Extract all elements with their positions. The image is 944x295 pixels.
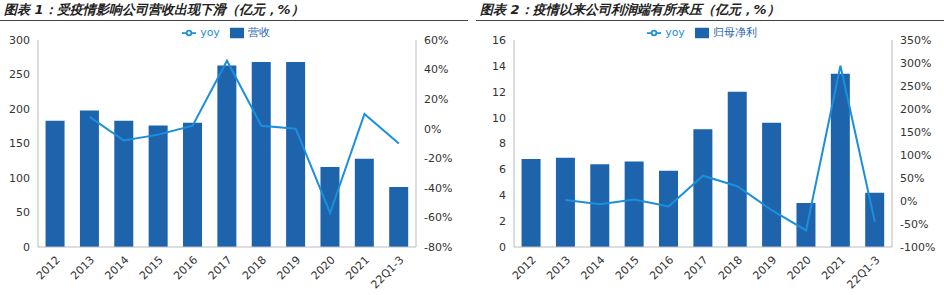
html-text:yoy: yoy	[665, 26, 685, 39]
svg-text:-100%: -100%	[900, 241, 935, 254]
html-text:归母净利: 归母净利	[712, 26, 757, 39]
svg-text:60%: 60%	[424, 34, 448, 47]
svg-text:-60%: -60%	[424, 211, 452, 224]
svg-text:4: 4	[499, 189, 506, 202]
svg-text:2016: 2016	[647, 253, 676, 282]
svg-text:-40%: -40%	[424, 182, 452, 195]
svg-text:2013: 2013	[544, 253, 573, 282]
svg-text:10: 10	[492, 112, 506, 125]
svg-text:2013: 2013	[68, 253, 97, 282]
svg-text:0%: 0%	[424, 123, 441, 136]
svg-text:2021: 2021	[343, 253, 372, 282]
html-text:营收: 营收	[247, 26, 270, 39]
svg-text:2015: 2015	[137, 253, 166, 282]
svg-text:-20%: -20%	[424, 152, 452, 165]
svg-text:8: 8	[499, 137, 506, 150]
svg-text:2021: 2021	[819, 253, 848, 282]
svg-text:150: 150	[9, 137, 30, 150]
svg-text:2014: 2014	[579, 253, 608, 282]
svg-text:6: 6	[499, 163, 506, 176]
svg-text:2: 2	[499, 215, 506, 228]
svg-text:0: 0	[23, 241, 30, 254]
svg-text:350%: 350%	[900, 34, 931, 47]
html-text:图表 2：疫情以来公司利润端有所承压（亿元，%）: 图表 2：疫情以来公司利润端有所承压（亿元，%）	[480, 2, 780, 17]
svg-text:150%: 150%	[900, 126, 931, 139]
svg-text:-50%: -50%	[900, 218, 928, 231]
svg-text:50: 50	[16, 206, 30, 219]
svg-text:250%: 250%	[900, 80, 931, 93]
svg-text:2014: 2014	[103, 253, 132, 282]
svg-text:2020: 2020	[785, 253, 814, 282]
svg-text:14: 14	[492, 60, 506, 73]
svg-text:2016: 2016	[171, 253, 200, 282]
svg-text:200%: 200%	[900, 103, 931, 116]
svg-text:0: 0	[499, 241, 506, 254]
svg-text:100: 100	[9, 172, 30, 185]
svg-text:22Q1-3: 22Q1-3	[845, 253, 883, 291]
svg-text:2017: 2017	[682, 253, 711, 282]
svg-text:300%: 300%	[900, 57, 931, 70]
svg-text:2012: 2012	[34, 253, 63, 282]
svg-text:0%: 0%	[900, 195, 917, 208]
svg-text:2012: 2012	[510, 253, 539, 282]
svg-text:12: 12	[492, 86, 506, 99]
svg-text:-80%: -80%	[424, 241, 452, 254]
svg-text:22Q1-3: 22Q1-3	[369, 253, 407, 291]
svg-text:2018: 2018	[240, 253, 269, 282]
svg-text:20%: 20%	[424, 93, 448, 106]
svg-text:2020: 2020	[309, 253, 338, 282]
svg-text:16: 16	[492, 34, 506, 47]
svg-text:2019: 2019	[750, 253, 779, 282]
svg-text:50%: 50%	[900, 172, 924, 185]
svg-text:40%: 40%	[424, 63, 448, 76]
svg-text:2017: 2017	[206, 253, 235, 282]
svg-text:2015: 2015	[613, 253, 642, 282]
svg-text:200: 200	[9, 103, 30, 116]
html-text:图表 1：受疫情影响公司营收出现下滑（亿元，%）: 图表 1：受疫情影响公司营收出现下滑（亿元，%）	[4, 2, 304, 17]
svg-text:300: 300	[9, 34, 30, 47]
svg-text:2018: 2018	[716, 253, 745, 282]
svg-text:2019: 2019	[274, 253, 303, 282]
html-text:yoy: yoy	[200, 26, 220, 39]
svg-text:100%: 100%	[900, 149, 931, 162]
svg-text:250: 250	[9, 68, 30, 81]
